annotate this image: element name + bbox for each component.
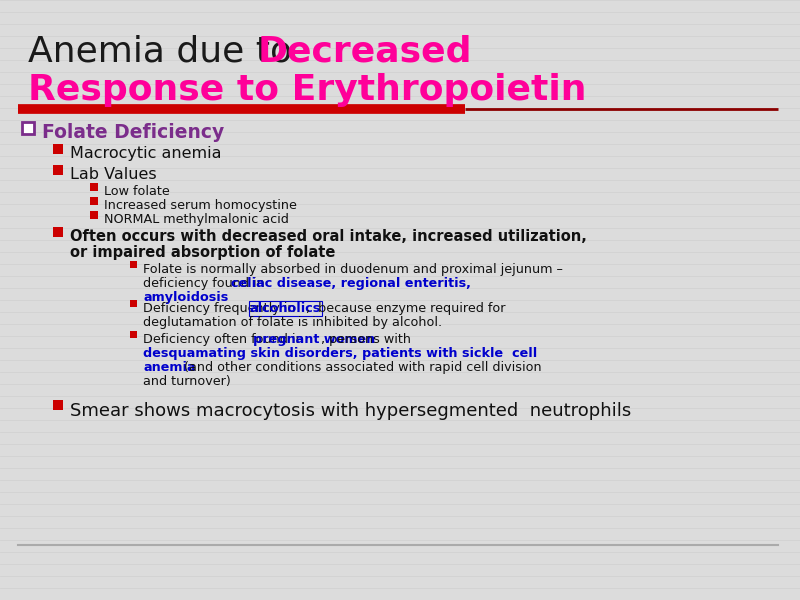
- Text: Smear shows macrocytosis with hypersegmented  neutrophils: Smear shows macrocytosis with hypersegme…: [70, 402, 631, 420]
- Text: ,  because enzyme required for: , because enzyme required for: [306, 302, 506, 315]
- Text: Lab Values: Lab Values: [70, 167, 157, 182]
- Text: desquamating skin disorders, patients with sickle  cell: desquamating skin disorders, patients wi…: [143, 347, 538, 360]
- Text: amyloidosis: amyloidosis: [143, 291, 228, 304]
- Text: and turnover): and turnover): [143, 375, 230, 388]
- Text: Response to Erythropoietin: Response to Erythropoietin: [28, 73, 586, 107]
- Bar: [130, 331, 137, 338]
- Bar: [22, 122, 34, 134]
- Text: deglutamation of folate is inhibited by alcohol.: deglutamation of folate is inhibited by …: [143, 316, 442, 329]
- Text: celiac disease, regional enteritis,: celiac disease, regional enteritis,: [231, 277, 471, 290]
- Text: Folate is normally absorbed in duodenum and proximal jejunum –: Folate is normally absorbed in duodenum …: [143, 263, 563, 276]
- Bar: [90, 197, 98, 205]
- Bar: [53, 400, 63, 410]
- Text: Deficiency often found in: Deficiency often found in: [143, 333, 308, 346]
- Text: Folate Deficiency: Folate Deficiency: [42, 123, 224, 142]
- Text: alcoholics: alcoholics: [250, 302, 322, 315]
- Text: Increased serum homocystine: Increased serum homocystine: [104, 199, 297, 212]
- Text: or impaired absorption of folate: or impaired absorption of folate: [70, 245, 335, 260]
- Text: Often occurs with decreased oral intake, increased utilization,: Often occurs with decreased oral intake,…: [70, 229, 587, 244]
- Text: NORMAL methylmalonic acid: NORMAL methylmalonic acid: [104, 213, 289, 226]
- Bar: [90, 183, 98, 191]
- Text: deficiency found in: deficiency found in: [143, 277, 269, 290]
- Text: Deficiency frequently in: Deficiency frequently in: [143, 302, 299, 315]
- Text: Low folate: Low folate: [104, 185, 170, 198]
- Text: , persons with: , persons with: [321, 333, 411, 346]
- Bar: [53, 227, 63, 237]
- Bar: [53, 144, 63, 154]
- Text: Macrocytic anemia: Macrocytic anemia: [70, 146, 222, 161]
- Bar: [53, 165, 63, 175]
- Text: Decreased: Decreased: [258, 35, 473, 69]
- Text: (and other conditions associated with rapid cell division: (and other conditions associated with ra…: [180, 361, 542, 374]
- Bar: [90, 211, 98, 219]
- Text: pregnant women: pregnant women: [253, 333, 375, 346]
- Text: anemia: anemia: [143, 361, 196, 374]
- Bar: [130, 261, 137, 268]
- Text: Anemia due to: Anemia due to: [28, 35, 304, 69]
- Bar: [130, 300, 137, 307]
